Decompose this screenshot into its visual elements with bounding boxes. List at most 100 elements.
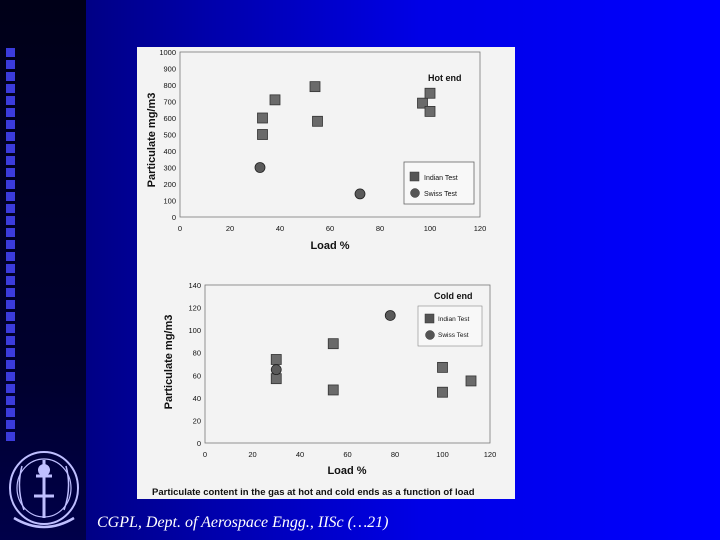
hot-indian-point: [309, 81, 321, 93]
hot-x-axis-label: Load %: [310, 240, 349, 252]
hot-indian-point: [424, 87, 436, 99]
sidebar-square: [6, 336, 15, 345]
hot-y-ticks: 0 100 200 300 400 500 600 700 800 900 1000: [159, 48, 176, 222]
sidebar-square: [6, 60, 15, 69]
cold-y-tick-label: 80: [193, 349, 201, 358]
hot-legend-circle-icon: [410, 188, 420, 198]
scanned-figure: [137, 47, 515, 499]
hot-indian-point: [417, 97, 428, 109]
sidebar-square: [6, 144, 15, 153]
cold-x-ticks: 0 20 40 60 80 100 120: [203, 450, 496, 459]
cold-x-tick-label: 60: [343, 450, 351, 459]
sidebar-square: [6, 180, 15, 189]
sidebar-square: [6, 252, 15, 261]
sidebar-square: [6, 432, 15, 441]
cold-x-tick-label: 80: [391, 450, 399, 459]
hot-y-tick-label: 1000: [159, 48, 176, 57]
cold-legend-indian: Indian Test: [438, 316, 470, 323]
sidebar-square: [6, 372, 15, 381]
iisc-emblem-icon: [9, 451, 79, 529]
hot-plot-frame: [179, 51, 481, 218]
hot-x-tick-label: 20: [226, 224, 234, 233]
cold-indian-point: [327, 338, 339, 350]
hot-x-tick-label: 120: [474, 224, 487, 233]
sidebar-square: [6, 120, 15, 129]
hot-y-tick-label: 0: [172, 213, 176, 222]
cold-y-tick-label: 100: [188, 326, 201, 335]
hot-end-chart: Hot end 01002003004005006007008009001000…: [146, 48, 486, 252]
sidebar-square: [6, 408, 15, 417]
hot-x-ticks: 0 20 40 60 80 100 120: [178, 224, 486, 233]
cold-legend: Indian Test Swiss Test: [417, 305, 483, 347]
hot-y-tick-label: 600: [163, 114, 176, 123]
sidebar-square: [6, 300, 15, 309]
hot-indian-point: [257, 129, 268, 140]
cold-x-tick-label: 0: [203, 450, 207, 459]
cold-points: [270, 310, 477, 398]
sidebar-square: [6, 156, 15, 165]
cold-x-tick-label: 20: [248, 450, 256, 459]
cold-y-tick-label: 120: [188, 304, 201, 313]
cold-indian-point: [437, 386, 448, 398]
sidebar-square: [6, 312, 15, 321]
cold-chart-title: Cold end: [434, 291, 473, 301]
cold-y-axis-label: Particulate mg/m3: [163, 315, 175, 410]
sidebar-square: [6, 48, 15, 57]
sidebar-square: [6, 240, 15, 249]
cold-legend-swiss: Swiss Test: [438, 332, 469, 339]
hot-y-tick-label: 800: [163, 81, 176, 90]
hot-legend-square-icon: [409, 171, 420, 182]
sidebar-square: [6, 168, 15, 177]
cold-plot-frame: [204, 284, 491, 444]
sidebar-square: [6, 216, 15, 225]
cold-indian-point: [327, 384, 339, 396]
cold-legend-circle-icon: [425, 330, 435, 340]
sidebar-square: [6, 204, 15, 213]
hot-x-tick-label: 100: [424, 224, 437, 233]
cold-y-tick-label: 140: [188, 281, 201, 290]
decorative-sidebar: [0, 0, 86, 540]
sidebar-square: [6, 96, 15, 105]
hot-y-axis-label: Particulate mg/m3: [146, 93, 158, 188]
sidebar-square: [6, 72, 15, 81]
hot-x-tick-label: 60: [326, 224, 334, 233]
hot-swiss-point: [254, 162, 266, 173]
hot-indian-point: [312, 115, 323, 127]
figure-caption: Particulate content in the gas at hot an…: [152, 487, 475, 498]
cold-x-axis-label: Load %: [327, 465, 366, 477]
cold-y-ticks: 0 20 40 60 80 100 120 140: [188, 281, 201, 448]
hot-y-tick-label: 900: [163, 65, 176, 74]
cold-x-tick-label: 100: [436, 450, 449, 459]
sidebar-square: [6, 324, 15, 333]
cold-y-tick-label: 40: [193, 394, 201, 403]
cold-y-tick-label: 0: [197, 439, 201, 448]
hot-y-tick-label: 200: [163, 180, 176, 189]
sidebar-square: [6, 384, 15, 393]
sidebar-square: [6, 276, 15, 285]
hot-indian-point: [257, 112, 268, 124]
cold-legend-square-icon: [424, 313, 435, 324]
sidebar-square: [6, 192, 15, 201]
hot-x-tick-label: 0: [178, 224, 182, 233]
hot-y-tick-label: 300: [163, 164, 176, 173]
hot-indian-point: [269, 94, 281, 106]
cold-y-tick-label: 20: [193, 416, 201, 425]
sidebar-square: [6, 288, 15, 297]
cold-y-tick-label: 60: [193, 371, 201, 380]
cold-legend-box: [417, 305, 483, 347]
sidebar-square: [6, 264, 15, 273]
cold-indian-point: [270, 354, 282, 365]
cold-indian-point: [465, 375, 477, 387]
sidebar-square: [6, 360, 15, 369]
cold-end-chart: Cold end 0 20 40 60 80 100 120 140 0 20 40 60 80 100…: [163, 281, 496, 477]
hot-y-tick-label: 100: [163, 197, 176, 206]
hot-y-tick-label: 700: [163, 98, 176, 107]
hot-x-tick-label: 80: [376, 224, 384, 233]
hot-legend-indian: Indian Test: [424, 175, 458, 182]
sidebar-square: [6, 108, 15, 117]
hot-y-tick-label: 400: [163, 147, 176, 156]
cold-indian-point: [270, 373, 282, 385]
sidebar-square: [6, 348, 15, 357]
hot-legend: Indian Test Swiss Test: [403, 161, 475, 205]
hot-points: [254, 81, 436, 200]
